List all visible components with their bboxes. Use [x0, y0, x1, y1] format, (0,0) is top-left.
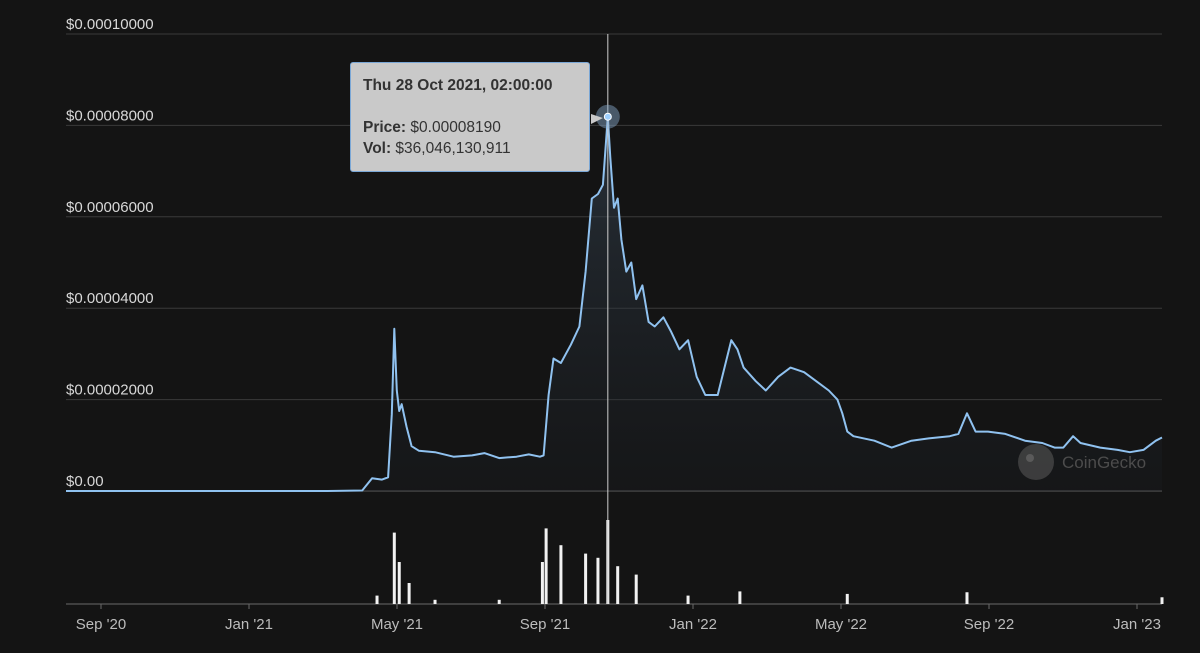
tooltip-volume-label: Vol:: [363, 140, 392, 157]
watermark-text: CoinGecko: [1062, 453, 1146, 472]
x-tick-label: May '22: [815, 616, 867, 633]
tooltip-volume-value: $36,046,130,911: [391, 140, 511, 157]
y-axis-ticks: $0.00 $0.00002000 $0.00004000 $0.00006000 $0…: [66, 16, 154, 490]
x-tick-label: Jan '23: [1113, 616, 1161, 633]
x-tick-label: Jan '21: [225, 616, 273, 633]
watermark: CoinGecko: [1018, 444, 1146, 480]
x-axis-ticks: Sep '20 Jan '21 May '21 Sep '21 Jan '22 May '…: [76, 604, 1161, 633]
highlight-point: [603, 112, 612, 121]
price-series-line: [66, 115, 1163, 492]
x-tick-label: May '21: [371, 616, 423, 633]
watermark-logo-eye: [1026, 454, 1034, 462]
tooltip: Thu 28 Oct 2021, 02:00:00 Price: $0.0000…: [350, 62, 590, 172]
volume-bar: [596, 557, 600, 604]
x-tick-label: Jan '22: [669, 616, 717, 633]
price-area-fill: [66, 116, 1162, 491]
volume-bar: [392, 532, 396, 604]
y-tick-label: $0.00010000: [66, 16, 154, 33]
y-tick-label: $0.00004000: [66, 290, 154, 307]
volume-bar: [540, 562, 544, 604]
y-tick-label: $0.00006000: [66, 199, 154, 216]
tooltip-pointer: [591, 114, 603, 124]
volume-bar: [1160, 597, 1164, 604]
x-tick-label: Sep '20: [76, 616, 126, 633]
volume-bar: [965, 592, 969, 604]
tooltip-volume-row: Vol: $36,046,130,911: [363, 138, 577, 159]
price-area: [66, 116, 1162, 491]
volume-bar: [616, 566, 620, 604]
price-line: [66, 115, 1163, 492]
crosshair: [591, 34, 620, 604]
watermark-logo-icon: [1018, 444, 1054, 480]
volume-bar: [559, 545, 563, 604]
volume-bar: [407, 583, 411, 604]
volume-bar: [738, 591, 742, 604]
volume-bars: [375, 520, 1164, 604]
volume-bar: [634, 574, 638, 604]
y-tick-label: $0.00: [66, 473, 104, 490]
tooltip-price-value: $0.00008190: [406, 119, 501, 136]
volume-bar: [433, 599, 437, 604]
x-tick-label: Sep '22: [964, 616, 1014, 633]
volume-bar: [497, 599, 501, 604]
volume-bar: [544, 528, 548, 604]
tooltip-price-label: Price:: [363, 119, 407, 136]
volume-bar: [584, 553, 588, 604]
volume-bar: [397, 562, 401, 604]
y-tick-label: $0.00002000: [66, 382, 154, 399]
volume-bar: [375, 595, 379, 604]
tooltip-date: Thu 28 Oct 2021, 02:00:00: [363, 77, 553, 94]
volume-bar: [686, 595, 690, 604]
volume-bar: [845, 593, 849, 604]
x-tick-label: Sep '21: [520, 616, 570, 633]
y-tick-label: $0.00008000: [66, 107, 154, 124]
tooltip-price-row: Price: $0.00008190: [363, 117, 577, 138]
